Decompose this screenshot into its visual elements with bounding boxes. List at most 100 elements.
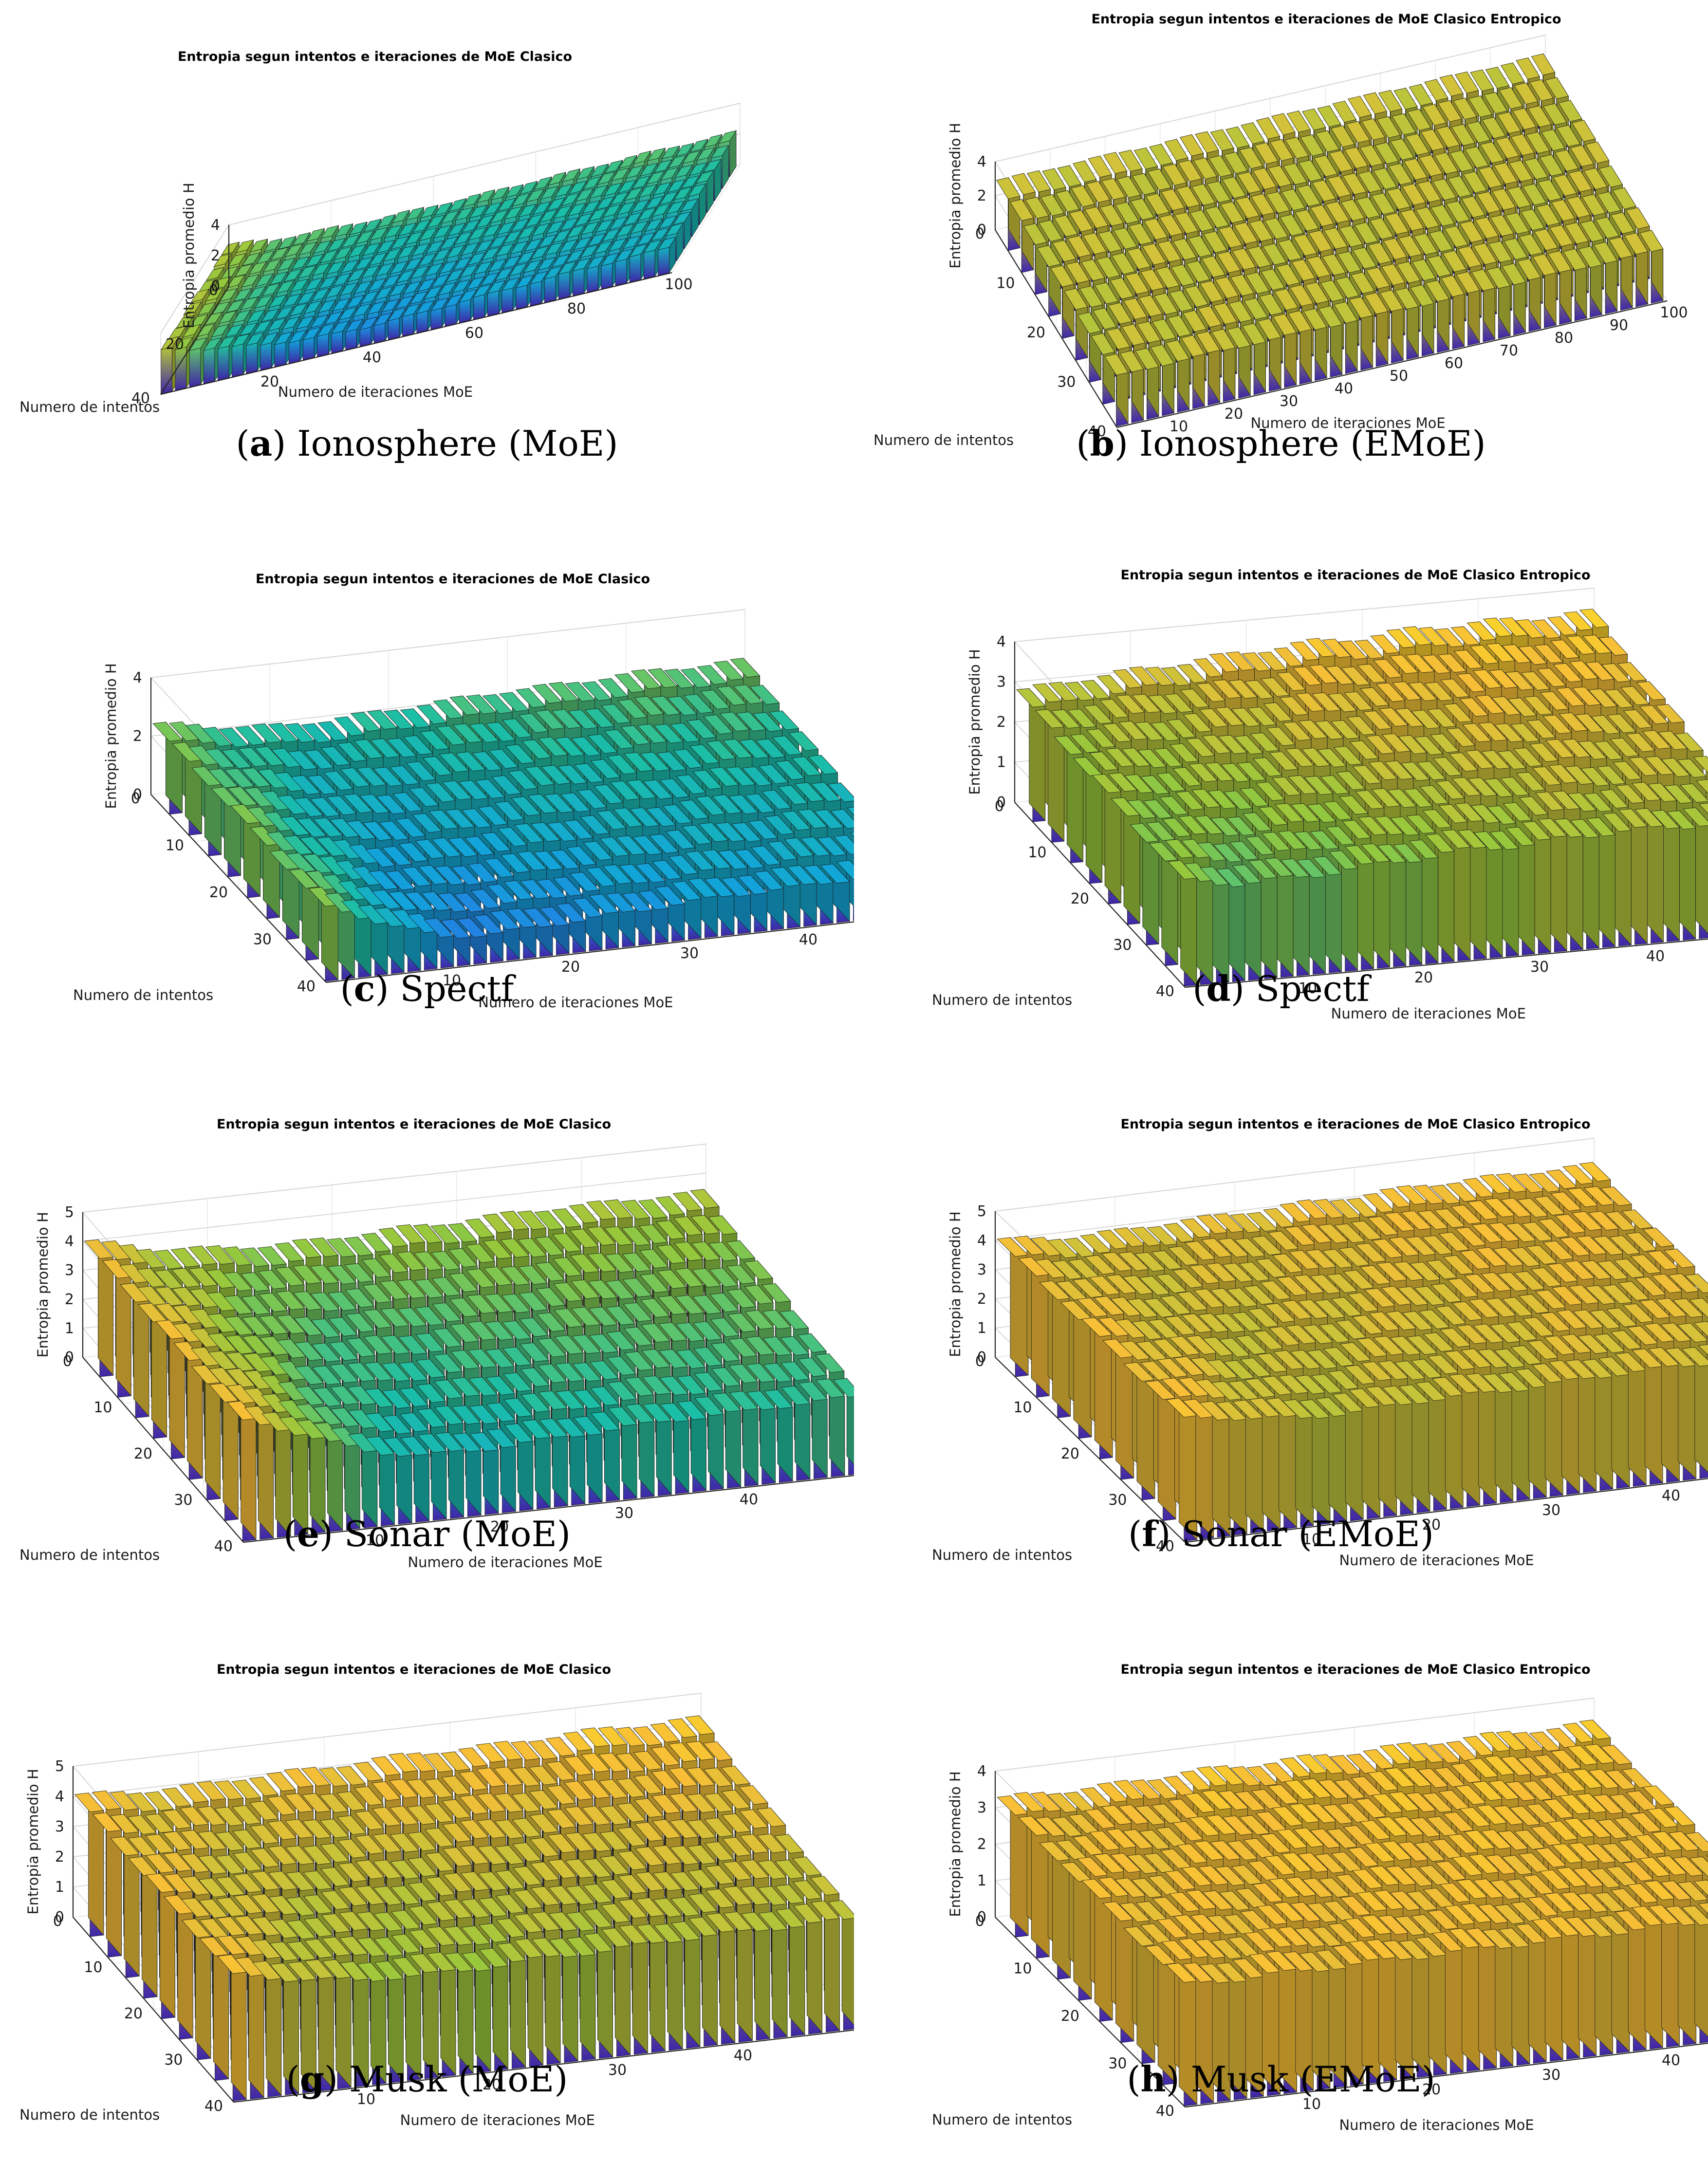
bar-side-face [187,1342,203,1479]
y-tick-label: 30 [1113,937,1132,954]
z-tick-label: 2 [977,187,986,204]
caption-spectf-emoe: (d) Spectf [854,968,1708,1009]
bar-front-face [204,348,215,384]
panel-sonar-moe: 1020304050010203040012345Entropia promed… [0,1090,854,1636]
z-tick-label: 4 [997,633,1006,650]
bar-side-face [1663,810,1679,941]
x-tick-label: 80 [567,300,586,317]
x-tick-label: 60 [1445,355,1463,372]
x-tick-label: 90 [1610,317,1628,334]
z-axis-label: Entropia promedio H [947,123,964,268]
x-tick-label: 30 [1280,393,1298,410]
bar-front-face [573,268,584,296]
bar-side-face [1519,827,1535,954]
bar-front-face [459,300,470,323]
z-axis-label: Entropia promedio H [181,183,197,328]
bar-side-face [1048,709,1064,841]
z-tick-label: 0 [997,794,1006,811]
y-axis-label: Numero de intentos [19,399,160,415]
chart-title: Entropia segun intentos e iteraciones de… [256,572,650,587]
bar-front-face [431,308,442,330]
bar-surface [161,130,736,394]
z-tick-label: 2 [997,714,1006,731]
panel-spectf-moe: 1020304050010203040024Entropia promedio … [0,545,854,1090]
bar-front-face [246,343,258,373]
z-tick-label: 0 [211,278,220,295]
bar-side-face [1470,830,1486,958]
bar-front-face [360,327,371,347]
z-tick-label: 4 [211,217,220,234]
caption-spectf-moe: (c) Spectf [0,968,854,1009]
y-tick-label: 30 [253,931,272,948]
bar-front-face [161,347,172,394]
bar-side-face [1551,818,1567,951]
y-tick-label: 30 [1057,374,1076,391]
bar-side-face [1486,832,1503,957]
x-tick-label: 100 [665,276,692,293]
bar-side-face [1647,808,1663,942]
bar-side-face [1696,808,1708,938]
bar-side-face [1615,813,1631,945]
x-tick-label: 40 [1335,380,1353,397]
z-tick-label: 2 [211,247,220,264]
chart-title: Entropia segun intentos e iteraciones de… [178,49,572,64]
z-tick-label: 4 [133,669,142,686]
bar-front-face [658,247,669,276]
bar-front-face [630,254,641,282]
z-tick-label: 3 [997,674,1006,691]
bar-front-face [374,323,385,343]
bar-front-face [644,250,655,279]
bar-side-face [1438,834,1454,961]
bar-front-face [601,263,613,289]
bar-front-face [417,311,428,333]
bar-front-face [558,272,570,299]
panel-spectf-emoe: 102030405001020304001234Entropia promedi… [854,545,1708,1090]
x-tick-label: 60 [465,325,483,342]
x-tick-label: 40 [799,931,817,948]
z-tick-label: 0 [133,786,142,803]
chart-title: Entropia segun intentos e iteraciones de… [1120,568,1590,583]
bar-side-face [1067,736,1083,862]
x-axis-label: Numero de iteraciones MoE [278,384,473,400]
z-tick-label: 4 [977,153,986,170]
bar-front-face [260,343,272,370]
bar-side-face [1503,831,1519,956]
z-tick-label: 2 [133,728,142,745]
z-tick-label: 1 [997,754,1006,771]
y-tick-label: 10 [996,275,1015,292]
x-tick-label: 40 [1646,948,1665,965]
x-tick-label: 30 [680,945,699,962]
bar-front-face [445,305,456,326]
bar-side-face [1357,846,1374,969]
bar-front-face [388,318,399,340]
bar-front-face [544,277,556,302]
bar-front-face [403,314,414,336]
z-axis-label: Entropia promedio H [966,649,983,795]
caption-ionosphere-emoe: (b) Ionosphere (EMoE) [854,423,1708,464]
x-tick-label: 20 [260,373,279,390]
bar-front-face [332,331,343,353]
bar-front-face [303,337,314,360]
bar-front-face [587,266,598,293]
bar-front-face [289,340,300,363]
bar-side-face [1535,821,1551,952]
bar-front-face [346,330,357,350]
bar-front-face [189,348,201,387]
x-tick-label: 80 [1555,330,1573,347]
caption-ionosphere-moe: (a) Ionosphere (MoE) [0,423,854,464]
x-tick-label: 40 [363,349,381,366]
bar-side-face [1029,688,1045,821]
z-tick-label: 0 [977,222,986,239]
bar-side-face [116,1259,131,1396]
y-tick-label: 20 [1027,324,1045,341]
bar-side-face [1181,861,1197,985]
bar-side-face [134,1283,149,1417]
y-tick-label: 20 [1071,890,1089,907]
y-tick-label: 10 [166,837,184,854]
x-tick-label: 20 [1225,406,1243,423]
x-tick-label: 70 [1500,342,1518,359]
bar-front-face [275,342,286,367]
bar-side-face [1124,797,1140,924]
